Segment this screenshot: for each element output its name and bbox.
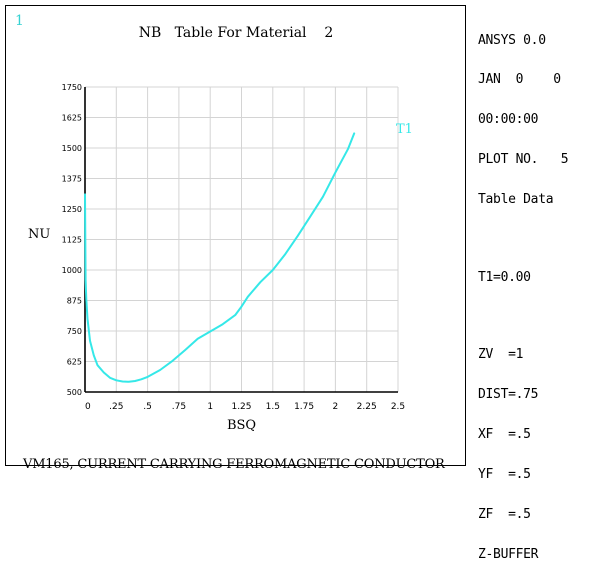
x-tick-label: 1.75	[294, 402, 314, 412]
info-line: ZF =.5	[478, 506, 531, 522]
info-line: ZV =1	[478, 347, 524, 363]
info-line: YF =.5	[478, 466, 531, 482]
window-number: 1	[15, 13, 24, 29]
y-tick-label: 500	[67, 388, 82, 397]
y-tick-label: 1625	[62, 114, 82, 123]
series-label: T1	[396, 122, 413, 137]
info-line: Z-BUFFER	[478, 546, 539, 562]
chart-title: NB Table For Material 2	[139, 25, 333, 41]
x-tick-label: 2.25	[357, 402, 377, 412]
info-line: 00:00:00	[478, 112, 539, 128]
x-tick-label: 2	[333, 402, 339, 412]
info-panel: ANSYS 0.0 JAN 0 0 00:00:00 PLOT NO. 5 Ta…	[478, 7, 569, 574]
info-line: JAN 0 0	[478, 72, 561, 88]
graphics-window: 0 .25 .5 .75 1 1.25 1.5 1.75 2 2.25 2.5 500 625 750 87…	[5, 5, 466, 472]
info-line: PLOT NO. 5	[478, 152, 569, 168]
x-tick-label: 1	[207, 402, 213, 412]
info-line: XF =.5	[478, 426, 531, 442]
y-tick-label: 750	[67, 327, 82, 336]
y-tick-label: 1375	[62, 175, 82, 184]
y-tick-label: 1750	[62, 83, 82, 92]
y-axis-label: NU	[28, 227, 50, 242]
y-tick-label: 875	[67, 297, 82, 306]
x-tick-label: 1.5	[266, 402, 280, 412]
y-tick-label: 1125	[62, 236, 82, 245]
x-tick-label: .75	[172, 402, 186, 412]
y-tick-label: 1500	[62, 144, 82, 153]
x-tick-label: .5	[143, 402, 152, 412]
info-line: T1=0.00	[478, 269, 531, 285]
data-line	[84, 132, 356, 383]
y-tick-label: 1250	[62, 205, 82, 214]
x-axis-label: BSQ	[227, 418, 256, 433]
x-tick-label: 2.5	[391, 402, 405, 412]
info-line: ANSYS 0.0	[478, 32, 546, 48]
x-tick-label: .25	[109, 402, 123, 412]
plot-area: 0 .25 .5 .75 1 1.25 1.5 1.75 2 2.25 2.5 500 625 750 87…	[28, 25, 413, 433]
y-tick-label: 1000	[62, 266, 82, 275]
plot-caption: VM165, CURRENT CARRYING FERROMAGNETIC CO…	[23, 457, 445, 472]
info-line: DIST=.75	[478, 387, 539, 403]
y-tick-label: 625	[67, 358, 82, 367]
x-tick-label: 1.25	[231, 402, 251, 412]
x-tick-label: 0	[85, 402, 91, 412]
info-line: Table Data	[478, 192, 554, 208]
